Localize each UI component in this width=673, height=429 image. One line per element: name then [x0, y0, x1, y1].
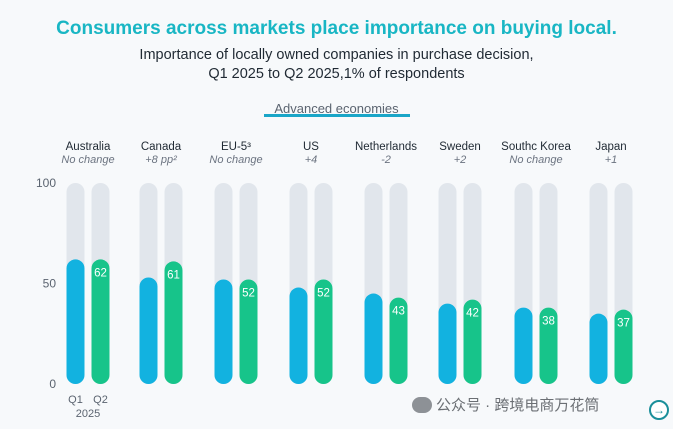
y-tick-label: 50 — [43, 277, 57, 291]
change-label: No change — [509, 154, 562, 166]
subtitle-line-1: Importance of locally owned companies in… — [139, 47, 534, 63]
arrow-right-circle-icon[interactable]: → — [649, 400, 669, 420]
q2-value-label: 61 — [167, 269, 180, 281]
country-label: Sweden — [439, 141, 481, 153]
bar-q2 — [614, 309, 633, 384]
bar-q2 — [463, 299, 482, 384]
change-label: +2 — [454, 154, 467, 166]
x-sublabel-q1: Q1 — [68, 394, 83, 406]
country-label: Southc Korea — [501, 141, 571, 153]
x-sublabel-year: 2025 — [76, 408, 100, 420]
country-label: US — [303, 141, 319, 153]
change-label: +8 pp² — [145, 154, 177, 166]
bar-q2 — [91, 259, 110, 384]
watermark: 公众号 · 跨境电商万花筒 — [412, 394, 599, 415]
q2-value-label: 42 — [466, 308, 479, 320]
country-label: Netherlands — [355, 141, 417, 153]
y-tick-label: 0 — [49, 377, 56, 391]
country-label: Canada — [141, 141, 182, 153]
country-label: EU-5³ — [221, 141, 251, 153]
q2-value-label: 52 — [242, 287, 255, 299]
change-label: -2 — [381, 154, 391, 166]
change-label: No change — [209, 154, 262, 166]
bar-q1 — [589, 313, 608, 384]
subtitle-line-2: Q1 2025 to Q2 2025,1% of respondents — [208, 66, 465, 82]
bar-q1 — [364, 293, 383, 384]
q2-value-label: 37 — [617, 318, 630, 330]
chart-title: Consumers across markets place importanc… — [56, 18, 617, 39]
watermark-text: 公众号 · 跨境电商万花筒 — [436, 397, 600, 414]
bar-q1 — [514, 307, 533, 384]
bar-q2 — [539, 307, 558, 384]
bar-q1 — [214, 279, 233, 384]
bar-q1 — [66, 259, 85, 384]
q2-value-label: 52 — [317, 287, 330, 299]
bar-q1 — [139, 277, 158, 384]
change-label: +4 — [305, 154, 318, 166]
q2-value-label: 62 — [94, 267, 107, 279]
q2-value-label: 43 — [392, 306, 405, 318]
country-label: Australia — [66, 141, 111, 153]
country-label: Japan — [595, 141, 626, 153]
bar-q2 — [314, 279, 333, 384]
q2-value-label: 38 — [542, 316, 555, 328]
y-tick-label: 100 — [36, 176, 56, 190]
wechat-icon — [412, 396, 432, 413]
x-sublabel-q2: Q2 — [93, 394, 108, 406]
group-label: Advanced economies — [274, 101, 399, 116]
change-label: No change — [61, 154, 114, 166]
group-underline — [264, 114, 410, 117]
bar-q2 — [164, 261, 183, 384]
chart-subtitle: Importance of locally owned companies in… — [0, 46, 673, 84]
bar-q1 — [289, 287, 308, 384]
bar-q1 — [438, 303, 457, 384]
bar-q2 — [389, 297, 408, 384]
change-label: +1 — [605, 154, 618, 166]
bar-q2 — [239, 279, 258, 384]
